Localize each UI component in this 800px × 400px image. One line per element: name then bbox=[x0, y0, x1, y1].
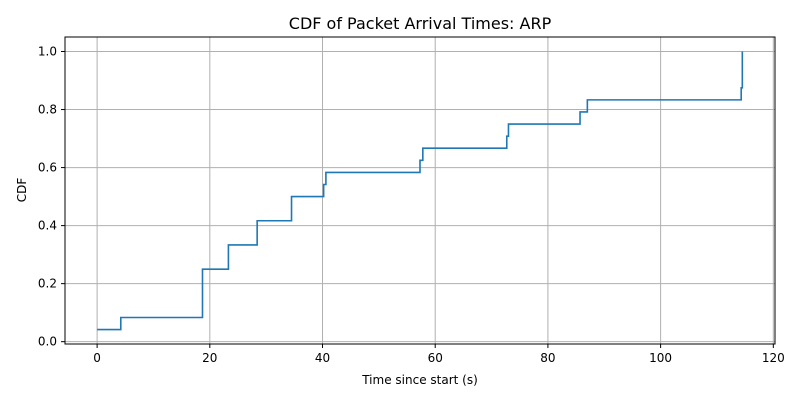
x-tick-label: 100 bbox=[649, 351, 672, 365]
x-tick-label: 80 bbox=[540, 351, 555, 365]
x-tick-label: 0 bbox=[93, 351, 101, 365]
x-tick-label: 20 bbox=[202, 351, 217, 365]
y-axis-label: CDF bbox=[15, 178, 29, 203]
y-tick-label: 0.2 bbox=[38, 277, 57, 291]
chart-title: CDF of Packet Arrival Times: ARP bbox=[289, 14, 552, 33]
y-tick-label: 0.8 bbox=[38, 103, 57, 117]
x-tick-label: 40 bbox=[315, 351, 330, 365]
y-tick-label: 0.4 bbox=[38, 219, 57, 233]
grid-lines bbox=[65, 37, 775, 344]
cdf-step-line-arp bbox=[97, 51, 744, 331]
y-tick-label: 1.0 bbox=[38, 45, 57, 59]
y-tick-label: 0.6 bbox=[38, 161, 57, 175]
series-layer bbox=[97, 51, 744, 331]
axis-ticks: 0 20 40 60 80 100 120 0.0 0.2 0.4 0.6 0.8 1.0 bbox=[38, 45, 785, 365]
x-tick-label: 60 bbox=[428, 351, 443, 365]
x-axis-label: Time since start (s) bbox=[361, 373, 478, 387]
x-tick-label: 120 bbox=[762, 351, 785, 365]
y-tick-label: 0.0 bbox=[38, 335, 57, 349]
plot-frame bbox=[64, 36, 776, 345]
